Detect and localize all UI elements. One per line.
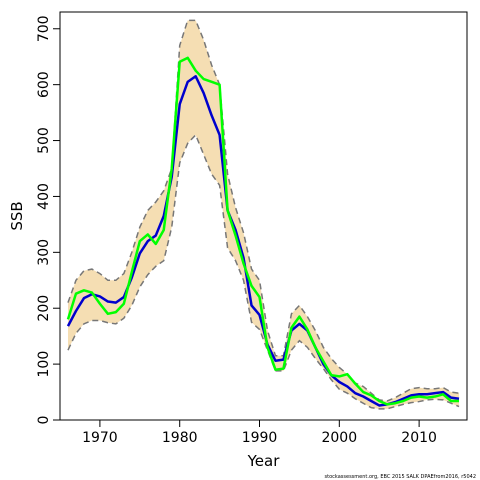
x-tick-label: 1980	[162, 430, 198, 446]
x-axis-label: Year	[247, 452, 281, 470]
y-tick-label: 400	[36, 183, 52, 210]
plot-frame	[59, 11, 468, 421]
y-tick-label: 500	[36, 127, 52, 154]
x-axis: 1970 1980 1990 2000 2010	[82, 420, 437, 446]
y-tick-label: 700	[36, 15, 52, 42]
source-credit: stockassessment.org, EBC 2015 SALK DPAEf…	[325, 474, 476, 480]
confidence-band-area	[67, 20, 460, 409]
confidence-band	[67, 19, 460, 410]
x-tick-label: 2000	[321, 430, 357, 446]
y-tick-label: 0	[36, 416, 52, 425]
y-axis: 0 100 200 300 400 500 600 700	[36, 15, 60, 424]
band-upper-bound-line	[67, 19, 460, 402]
x-tick-label: 2010	[401, 430, 437, 446]
y-tick-label: 100	[36, 351, 52, 378]
alternate-series-line	[66, 56, 460, 406]
x-tick-label: 1990	[242, 430, 278, 446]
y-axis-label: SSB	[8, 201, 26, 230]
y-tick-label: 300	[36, 239, 52, 266]
band-lower-bound-line	[67, 133, 460, 410]
x-tick-label: 1970	[82, 430, 118, 446]
estimate-series-line	[66, 75, 460, 407]
y-tick-label: 600	[36, 71, 52, 98]
y-tick-label: 200	[36, 295, 52, 322]
series-lines	[66, 56, 460, 407]
